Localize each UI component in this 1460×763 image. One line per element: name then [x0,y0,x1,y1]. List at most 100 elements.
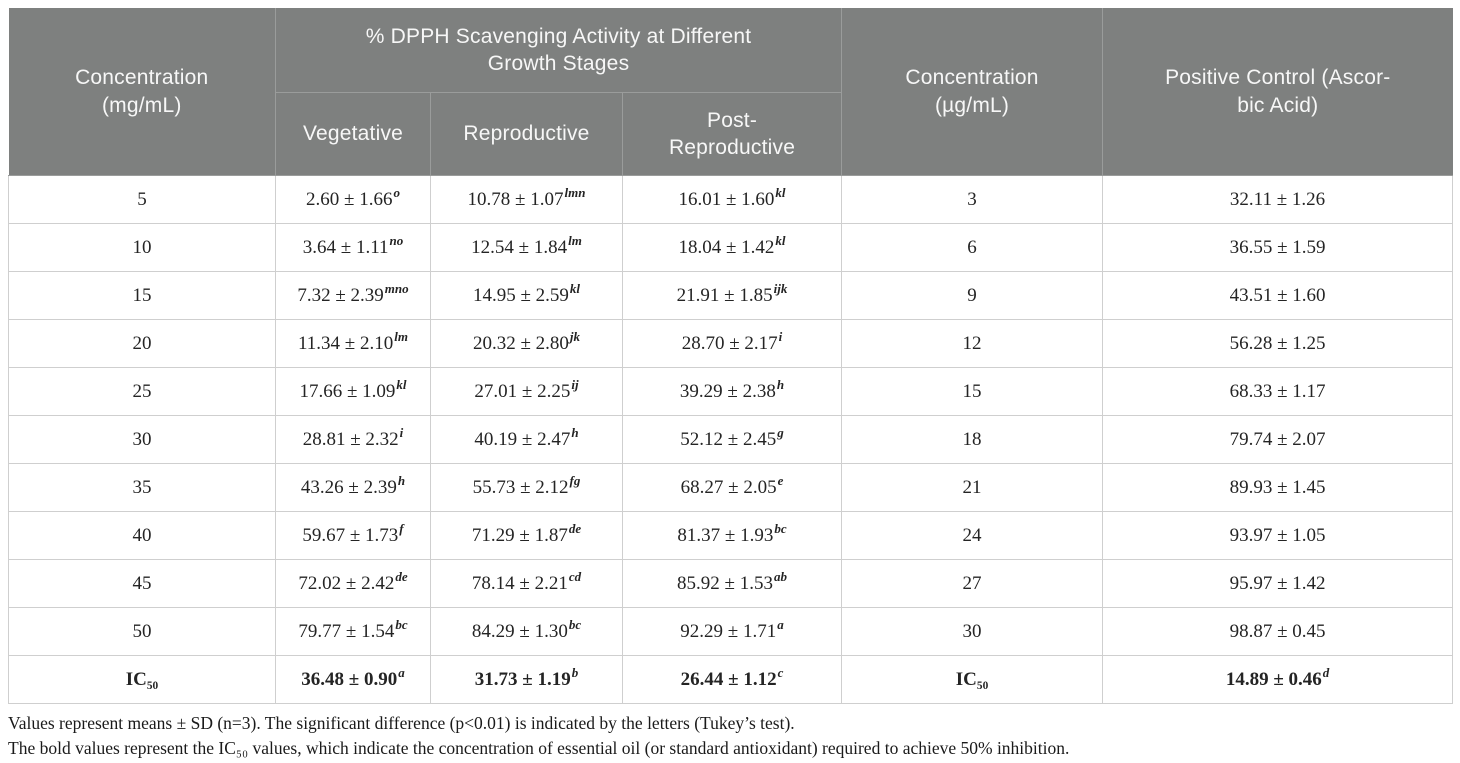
cell-ascorbic-value: 68.33 ± 1.17 [1229,380,1326,402]
cell-reproductive: 20.32 ± 2.80jk [430,319,623,368]
cell-reproductive-value: 27.01 ± 2.25 [474,380,571,402]
cell-conc-ug: 15 [841,367,1104,416]
cell-reproductive-value: 55.73 ± 2.12 [472,476,569,498]
cell-post-reproductive-value: 26.44 ± 1.12 [680,668,777,690]
cell-vegetative-value: 11.34 ± 2.10 [298,332,394,354]
cell-vegetative-value: 72.02 ± 2.42 [298,572,395,594]
cell-reproductive: 12.54 ± 1.84lm [430,223,623,272]
cell-post-reproductive-value: 18.04 ± 1.42 [678,236,775,258]
header-concentration-ug: Concentration (µg/mL) [841,8,1104,176]
cell-ascorbic: 95.97 ± 1.42 [1102,559,1454,608]
cell-reproductive-value: 40.19 ± 2.47 [474,428,571,450]
cell-reproductive: 40.19 ± 2.47h [430,415,623,464]
cell-reproductive-value: 14.95 ± 2.59 [472,284,569,306]
cell-reproductive-tukey-letters: lm [568,233,582,249]
cell-vegetative-tukey-letters: h [397,473,406,489]
cell-post-reproductive-tukey-letters: c [777,665,784,681]
cell-vegetative-value: 7.32 ± 2.39 [297,284,384,306]
cell-conc-mg-value: 10 [132,236,152,258]
cell-vegetative: 3.64 ± 1.11no [275,223,431,272]
cell-conc-ug: 21 [841,463,1104,512]
cell-conc-ug: 27 [841,559,1104,608]
cell-conc-ug-value: 9 [967,284,977,306]
footnotes: Values represent means ± SD (n=3). The s… [8,711,1452,761]
cell-ascorbic-value: 14.89 ± 0.46 [1225,668,1322,690]
cell-post-reproductive: 52.12 ± 2.45g [621,415,843,464]
cell-vegetative-tukey-letters: de [395,569,408,585]
cell-vegetative-value: 36.48 ± 0.90 [301,668,398,690]
cell-ascorbic: 56.28 ± 1.25 [1102,319,1454,368]
cell-conc-ug-value: 12 [962,332,982,354]
cell-ascorbic-value: 95.97 ± 1.42 [1229,572,1326,594]
cell-conc-mg: 35 [8,463,276,512]
cell-post-reproductive-tukey-letters: bc [774,521,787,537]
cell-ascorbic-value: 98.87 ± 0.45 [1229,620,1326,642]
cell-post-reproductive: 21.91 ± 1.85ijk [621,271,843,320]
header-reproductive: Reproductive [430,92,623,176]
table-row: 40 59.67 ± 1.73f 71.29 ± 1.87de 81.37 ± 1.9… [8,511,1454,560]
cell-post-reproductive-tukey-letters: kl [775,233,786,249]
cell-reproductive-tukey-letters: fg [569,473,581,489]
cell-vegetative: 36.48 ± 0.90a [275,655,431,704]
cell-reproductive: 10.78 ± 1.07lmn [430,175,623,224]
cell-conc-ug: 12 [841,319,1104,368]
cell-ascorbic: 43.51 ± 1.60 [1102,271,1454,320]
cell-conc-ug: 6 [841,223,1104,272]
cell-conc-ug-value: 21 [962,476,982,498]
cell-vegetative: 11.34 ± 2.10lm [275,319,431,368]
cell-reproductive-value: 71.29 ± 1.87 [471,524,568,546]
cell-vegetative: 2.60 ± 1.66o [275,175,431,224]
cell-reproductive-tukey-letters: b [571,665,579,681]
cell-post-reproductive-tukey-letters: ijk [773,281,788,297]
cell-ascorbic: 98.87 ± 0.45 [1102,607,1454,656]
cell-conc-ug: 30 [841,607,1104,656]
cell-conc-mg-value: 40 [132,524,152,546]
cell-vegetative-value: 3.64 ± 1.11 [302,236,389,258]
cell-conc-mg-value: 45 [132,572,152,594]
cell-reproductive-value: 84.29 ± 1.30 [471,620,568,642]
cell-vegetative-tukey-letters: lm [394,329,408,345]
cell-conc-ug: 24 [841,511,1104,560]
cell-post-reproductive-value: 68.27 ± 2.05 [680,476,777,498]
cell-post-reproductive-value: 92.29 ± 1.71 [680,620,777,642]
cell-conc-ug-value: 30 [962,620,982,642]
cell-reproductive-tukey-letters: h [571,425,579,441]
footnote-significance: Values represent means ± SD (n=3). The s… [8,713,795,733]
table-row: 50 79.77 ± 1.54bc 84.29 ± 1.30bc 92.29 ± 1.… [8,607,1454,656]
cell-ascorbic-value: 36.55 ± 1.59 [1229,236,1326,258]
cell-vegetative-value: 43.26 ± 2.39 [300,476,397,498]
cell-conc-ug-value: 15 [962,380,982,402]
cell-ascorbic: 36.55 ± 1.59 [1102,223,1454,272]
cell-reproductive-tukey-letters: kl [569,281,581,297]
dpph-activity-table: Concentration (mg/mL) % DPPH Scavenging … [8,8,1454,704]
cell-post-reproductive-value: 81.37 ± 1.93 [677,524,774,546]
cell-reproductive: 31.73 ± 1.19b [430,655,623,704]
cell-reproductive-tukey-letters: cd [568,569,582,585]
cell-vegetative-tukey-letters: kl [396,377,407,393]
table-row: 45 72.02 ± 2.42de 78.14 ± 2.21cd 85.92 ± 1.… [8,559,1454,608]
cell-conc-mg-value: 30 [132,428,152,450]
cell-post-reproductive-tukey-letters: kl [775,185,786,201]
cell-post-reproductive: 68.27 ± 2.05e [621,463,843,512]
cell-conc-mg-value: 5 [137,188,147,210]
cell-conc-ug-value: 24 [962,524,982,546]
cell-vegetative-tukey-letters: i [399,425,404,441]
cell-ascorbic-value: 32.11 ± 1.26 [1229,188,1326,210]
table-row: 30 28.81 ± 2.32i 40.19 ± 2.47h 52.12 ± 2.45… [8,415,1454,464]
cell-ascorbic-value: 43.51 ± 1.60 [1229,284,1326,306]
cell-reproductive-tukey-letters: de [568,521,582,537]
header-positive-control: Positive Control (Ascor- bic Acid) [1102,8,1453,176]
cell-vegetative: 17.66 ± 1.09kl [275,367,431,416]
header-row-sub: Vegetative Reproductive Post- Reproducti… [9,92,1453,176]
cell-conc-ug-value: 6 [967,236,977,258]
cell-post-reproductive: 92.29 ± 1.71a [621,607,843,656]
footnote-ic50: The bold values represent the IC₅₀ value… [8,737,1070,758]
cell-post-reproductive-value: 85.92 ± 1.53 [677,572,773,594]
cell-ascorbic: 14.89 ± 0.46d [1102,655,1454,704]
cell-conc-ug: 18 [841,415,1104,464]
cell-reproductive-value: 12.54 ± 1.84 [471,236,568,258]
cell-vegetative-value: 59.67 ± 1.73 [302,524,399,546]
cell-ascorbic-value: 56.28 ± 1.25 [1229,332,1326,354]
cell-reproductive: 27.01 ± 2.25ij [430,367,623,416]
